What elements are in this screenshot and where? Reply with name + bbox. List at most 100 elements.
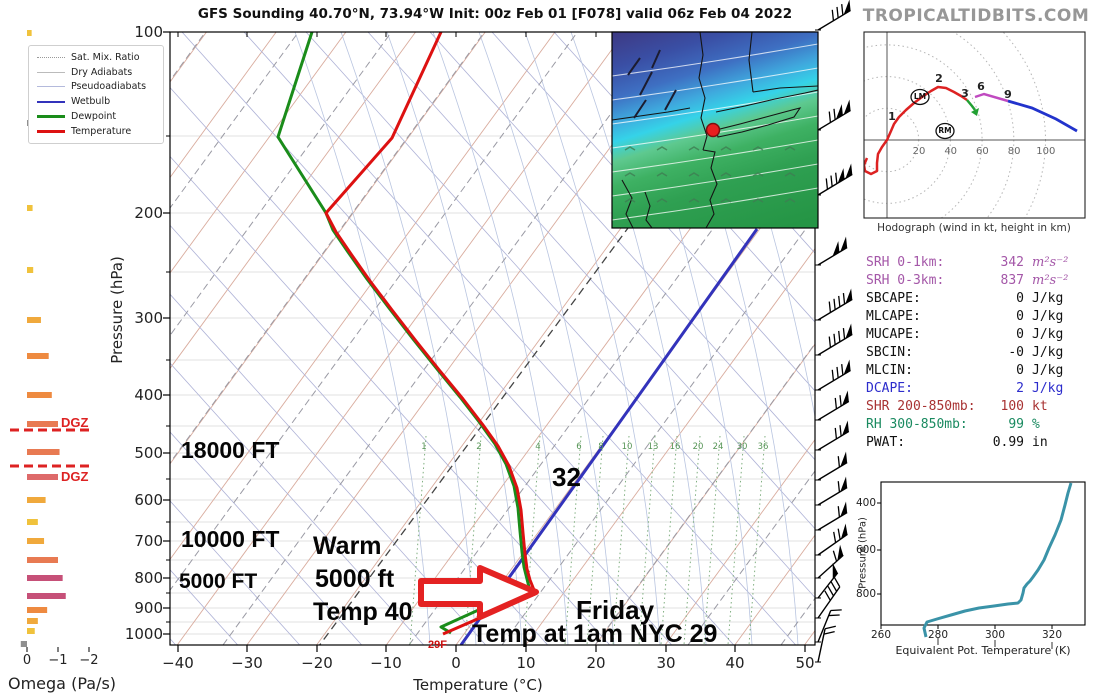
legend-swatch [37, 129, 65, 133]
hodograph-height-9: 9 [1004, 88, 1012, 101]
hodograph-green-arrowhead [971, 108, 979, 116]
dgz-label-upper: DGZ [61, 415, 89, 430]
legend-label: Dry Adiabats [71, 66, 133, 78]
ept-ytick-400: 400 [855, 497, 876, 509]
mixing-ratio-label-36: 36 [757, 442, 769, 452]
temp-tick--10: −10 [370, 654, 402, 672]
pressure-tick-800: 800 [134, 569, 163, 587]
temp-tick-40: 40 [725, 654, 745, 672]
index-unit: J/kg [1032, 327, 1064, 342]
legend-label: Dewpoint [71, 111, 117, 123]
pressure-tick-600: 600 [134, 491, 163, 509]
hodograph-3-6km [966, 99, 976, 111]
index-value: 0 [1016, 291, 1024, 306]
hodograph-0-3km [864, 85, 968, 176]
pressure-tick-200: 200 [134, 204, 163, 222]
annotation-18000ft: 18000 FT [181, 437, 280, 463]
legend-swatch [37, 115, 65, 119]
index-unit: J/kg [1032, 345, 1064, 360]
index-label: MUCAPE: [866, 327, 921, 342]
temperature-curve [324, 32, 537, 636]
index-label: SBCIN: [866, 345, 913, 360]
chart-title: GFS Sounding 40.70°N, 73.94°W Init: 00z … [197, 6, 793, 22]
temp-tick-50: 50 [795, 654, 815, 672]
index-label: SHR 200-850mb: [866, 399, 976, 414]
index-row-rh-300-850mb-: RH 300-850mb: 99% [864, 417, 1086, 435]
index-value: 100 [1000, 399, 1024, 414]
index-unit: m²s⁻² [1032, 255, 1069, 270]
ept-curve [922, 482, 1073, 638]
dgz-label-lower: DGZ [61, 469, 89, 484]
index-unit: in [1032, 435, 1048, 450]
omega-tick-1: −1 [48, 653, 68, 668]
hodograph-9km-plus [1007, 99, 1078, 133]
mixing-ratio-label-13: 13 [647, 442, 659, 452]
legend-swatch [37, 100, 65, 103]
ept-ytick-600: 600 [855, 544, 876, 556]
hodograph-ring-label-20: 20 [912, 146, 926, 157]
ept-xtick-260: 260 [870, 629, 892, 641]
index-label: RH 300-850mb: [866, 417, 968, 432]
hodograph-ring-label-40: 40 [944, 146, 958, 157]
wetbulb-curve [459, 228, 759, 645]
hodograph-marker-RM: RM [938, 126, 952, 135]
pressure-tick-300: 300 [134, 309, 163, 327]
mixing-ratio-label-16: 16 [669, 442, 681, 452]
annotation-warm-5000ft: 5000 ft [315, 565, 395, 593]
hodograph-height-1: 1 [888, 110, 896, 123]
mixing-ratio-label-24: 24 [712, 442, 724, 452]
index-label: MLCIN: [866, 363, 913, 378]
omega-axis-label: Omega (Pa/s) [8, 674, 117, 693]
annotation-10000ft: 10000 FT [181, 526, 280, 552]
index-value: 342 [1000, 255, 1024, 270]
omega-tick-0: 0 [22, 653, 32, 668]
mixing-ratio-label-6: 6 [576, 442, 582, 452]
hodograph-marker-LM: LM [913, 92, 927, 101]
annotation-temp-40: Temp 40 [313, 598, 413, 626]
map-border [611, 31, 819, 229]
index-label: SBCAPE: [866, 291, 921, 306]
index-row-sbcape-: SBCAPE: 0 J/kg [864, 291, 1086, 309]
hodograph-ring-label-100: 100 [1036, 146, 1056, 157]
legend-swatch [37, 56, 65, 58]
map-inset [612, 32, 818, 228]
pressure-tick-500: 500 [134, 444, 163, 462]
watermark: TROPICALTIDBITS.COM [862, 6, 1090, 26]
annotation-warm: Warm [313, 532, 382, 560]
index-label: SRH 0-1km: [866, 255, 945, 270]
ept-xtick-300: 300 [984, 629, 1006, 641]
hodograph-border [863, 31, 1086, 219]
temp-tick-30: 30 [656, 654, 676, 672]
hodograph-height-2: 2 [935, 72, 943, 85]
legend-label: Wetbulb [71, 96, 111, 108]
index-value: 837 [1000, 273, 1024, 288]
legend-item-sat-mix-ratio: Sat. Mix. Ratio [37, 50, 157, 65]
hodograph-ring-label-80: 80 [1007, 146, 1021, 157]
temp-tick-10: 10 [516, 654, 536, 672]
mixing-ratio-label-4: 4 [535, 442, 541, 452]
index-row-shr-200-850mb-: SHR 200-850mb: 100 kt [864, 399, 1086, 417]
temperature-axis-label: Temperature (°C) [413, 676, 543, 694]
pressure-tick-400: 400 [134, 386, 163, 404]
warm-layer-arrow [418, 565, 539, 620]
mixing-ratio-label-30: 30 [736, 442, 748, 452]
temp-tick--30: −30 [231, 654, 263, 672]
index-row-pwat-: PWAT: 0.99 in [864, 435, 1086, 453]
pressure-tick-700: 700 [134, 532, 163, 550]
index-value: 99 [1008, 417, 1024, 432]
index-row-sbcin-: SBCIN: -0 J/kg [864, 345, 1086, 363]
index-unit: % [1032, 417, 1040, 432]
annotation-friday: Friday [576, 595, 655, 625]
index-label: DCAPE: [866, 381, 913, 396]
plot-border [169, 31, 816, 646]
legend: Sat. Mix. Ratio Dry Adiabats Pseudoadiabat… [28, 45, 164, 144]
annotation-32: 32 [552, 462, 581, 492]
pressure-tick-900: 900 [134, 599, 163, 617]
index-row-srh-0-3km-: SRH 0-3km: 837 m²s⁻² [864, 273, 1086, 291]
pressure-tick-1000: 1000 [124, 625, 163, 643]
ept-xtick-320: 320 [1041, 629, 1063, 641]
index-unit: m²s⁻² [1032, 273, 1069, 288]
hodograph-ring-label-60: 60 [976, 146, 989, 157]
hodograph-caption: Hodograph (wind in kt, height in km) [877, 222, 1071, 234]
